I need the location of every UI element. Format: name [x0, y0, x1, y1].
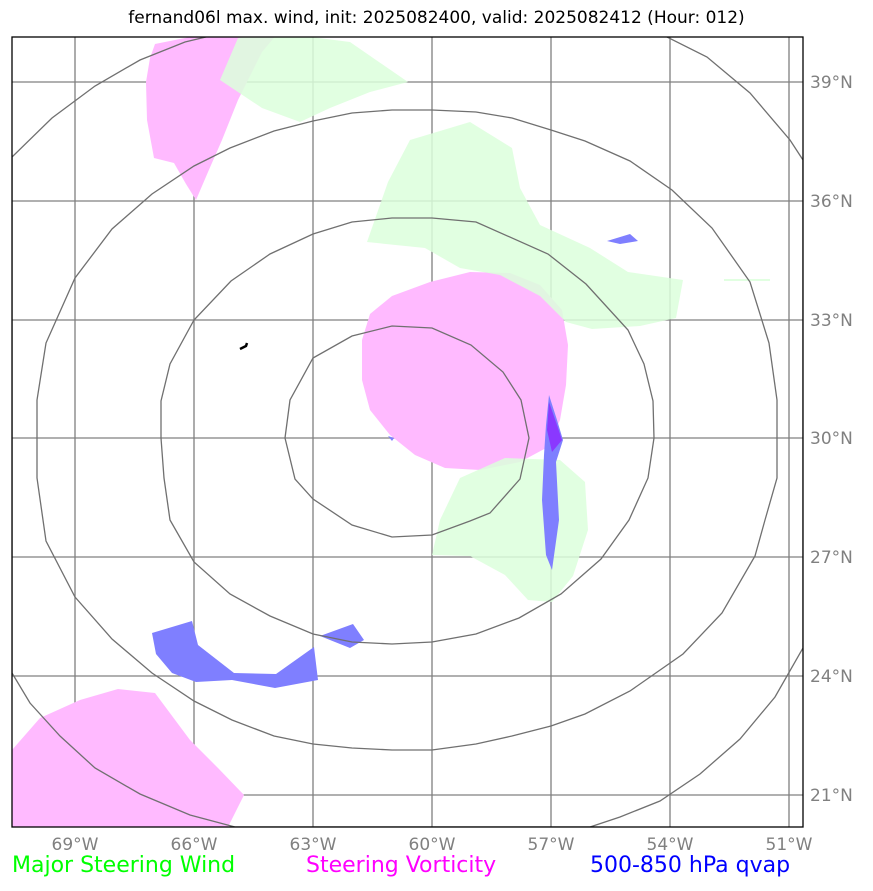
lon-label: 66°W	[171, 835, 218, 855]
qvap-area-core	[547, 402, 562, 452]
distance-rings	[12, 37, 803, 827]
legend-qvap: 500-850 hPa qvap	[590, 853, 791, 878]
ring-2	[160, 217, 655, 645]
qvap-areas	[152, 234, 638, 688]
lon-label: 51°W	[766, 835, 813, 855]
legend-wind: Major Steering Wind	[12, 853, 236, 878]
wind-area-sliver	[724, 279, 770, 281]
lon-label: 57°W	[528, 835, 575, 855]
legend-vorticity: Steering Vorticity	[306, 853, 497, 878]
plot-frame	[11, 36, 804, 828]
vorticity-area-sw	[12, 689, 244, 827]
lat-label: 24°N	[810, 667, 853, 687]
lat-label: 39°N	[810, 73, 853, 93]
map-title: fernand06l max. wind, init: 2025082400, …	[128, 8, 745, 28]
lat-label: 30°N	[810, 429, 853, 449]
lon-label: 69°W	[52, 835, 99, 855]
longitude-labels: 69°W 66°W 63°W 60°W 57°W 54°W 51°W	[52, 835, 813, 855]
wind-area-north	[220, 37, 408, 122]
lat-label: 33°N	[810, 311, 853, 331]
lat-label: 27°N	[810, 548, 853, 568]
storm-track-marker	[239, 342, 249, 351]
lat-label: 21°N	[810, 786, 853, 806]
wind-area-east	[367, 122, 683, 329]
lon-label: 63°W	[290, 835, 337, 855]
wind-area-south	[432, 458, 588, 602]
qvap-area-speck	[388, 436, 394, 441]
ring-1	[284, 325, 530, 538]
qvap-area-east	[607, 234, 638, 244]
qvap-area-mid	[320, 624, 364, 648]
qvap-area-west	[152, 621, 318, 688]
ring-4	[12, 37, 803, 827]
ring-3	[36, 109, 778, 751]
lon-label: 54°W	[647, 835, 694, 855]
latitude-labels: 39°N 36°N 33°N 30°N 27°N 24°N 21°N	[810, 73, 853, 806]
lat-label: 36°N	[810, 192, 853, 212]
vorticity-area-center	[362, 272, 568, 470]
lon-label: 60°W	[409, 835, 456, 855]
